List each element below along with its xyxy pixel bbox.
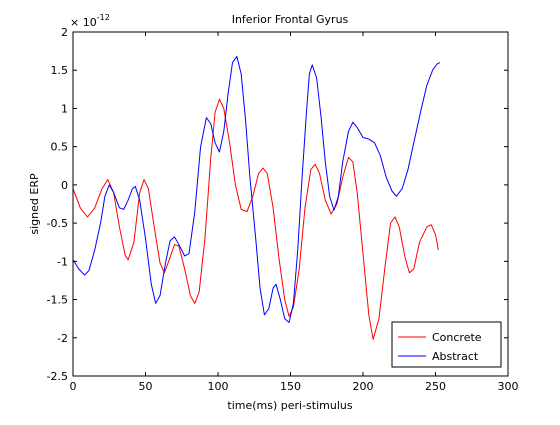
legend-label-concrete: Concrete: [432, 331, 482, 344]
y-axis-exponent: × 10-12: [70, 13, 110, 29]
y-tick-label: -2: [57, 332, 68, 345]
x-tick-label: 50: [139, 380, 153, 393]
y-tick-label: 1: [61, 102, 68, 115]
x-tick-label: 100: [208, 380, 229, 393]
y-tick-label: 2: [61, 26, 68, 39]
y-axis-exponent-power: -12: [97, 13, 110, 22]
x-tick-label: 200: [353, 380, 374, 393]
chart-title: Inferior Frontal Gyrus: [232, 13, 349, 26]
x-tick-label: 0: [70, 380, 77, 393]
legend-label-abstract: Abstract: [432, 350, 479, 363]
legend: Concrete Abstract: [391, 321, 502, 368]
y-tick-label: 0: [61, 179, 68, 192]
legend-box: [391, 321, 502, 368]
x-tick-label: 150: [280, 380, 301, 393]
x-axis-label: time(ms) peri-stimulus: [227, 399, 352, 412]
ticks-group: 0 50 100 150 200 250 300 2 1.5 1 0.5 0 -0.5 -1 -1.5 -2 -…: [47, 26, 519, 393]
series-line-concrete: [73, 98, 439, 340]
series-group: [73, 55, 441, 340]
y-tick-label: -0.5: [47, 217, 68, 230]
y-axis-exponent-base: × 10: [70, 16, 97, 29]
x-tick-label: 250: [425, 380, 446, 393]
x-tick-label: 300: [498, 380, 519, 393]
plot-area: [73, 32, 508, 376]
y-axis-label: signed ERP: [28, 173, 41, 235]
series-line-abstract: [73, 55, 441, 323]
y-tick-label: 0.5: [51, 141, 69, 154]
y-tick-label: -1.5: [47, 294, 68, 307]
y-tick-label: -2.5: [47, 370, 68, 383]
y-tick-label: 1.5: [51, 64, 69, 77]
y-tick-label: -1: [57, 255, 68, 268]
